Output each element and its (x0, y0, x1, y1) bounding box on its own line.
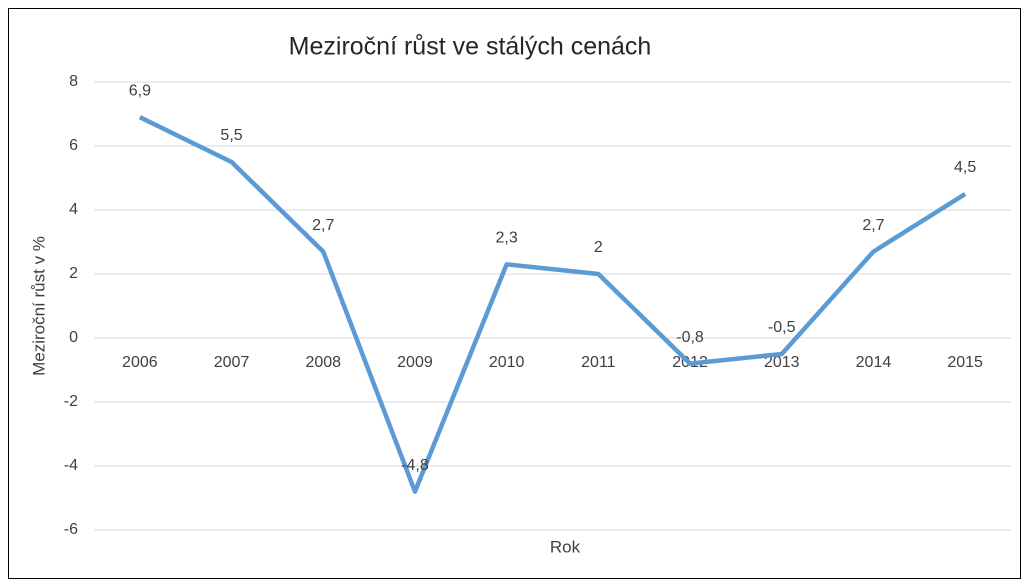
y-tick-label: -6 (64, 521, 78, 538)
data-label: 4,5 (954, 159, 976, 176)
data-label: 5,5 (220, 127, 242, 144)
y-tick-label: 8 (69, 73, 78, 90)
y-tick-label: 6 (69, 137, 78, 154)
data-label: -0,8 (676, 329, 704, 346)
x-tick-label: 2006 (122, 354, 158, 371)
x-tick-label: 2011 (581, 354, 616, 371)
x-tick-label: 2009 (397, 354, 433, 371)
data-label: 6,9 (129, 82, 151, 99)
x-axis-label: Rok (550, 537, 581, 556)
y-axis-label: Meziroční růst v % (29, 236, 48, 376)
x-tick-label: 2015 (947, 354, 983, 371)
x-tick-label: 2008 (305, 354, 341, 371)
data-label: -0,5 (768, 319, 796, 336)
y-tick-label: 0 (69, 329, 78, 346)
data-label: 2,7 (862, 217, 884, 234)
data-label: 2,7 (312, 217, 334, 234)
x-tick-label: 2014 (856, 354, 892, 371)
x-tick-label: 2010 (489, 354, 525, 371)
x-tick-label: 2007 (214, 354, 250, 371)
chart-title: Meziroční růst ve stálých cenách (289, 33, 652, 61)
data-label: 2,3 (496, 230, 518, 247)
x-tick-label: 2013 (764, 354, 800, 371)
chart-frame (8, 8, 1021, 579)
y-tick-label: 4 (69, 201, 78, 218)
data-line (138, 115, 967, 494)
y-tick-label: -2 (64, 393, 78, 410)
data-label: 2 (594, 239, 603, 256)
y-tick-label: 2 (69, 265, 78, 282)
y-tick-label: -4 (64, 457, 78, 474)
data-label: -4,8 (401, 457, 429, 474)
